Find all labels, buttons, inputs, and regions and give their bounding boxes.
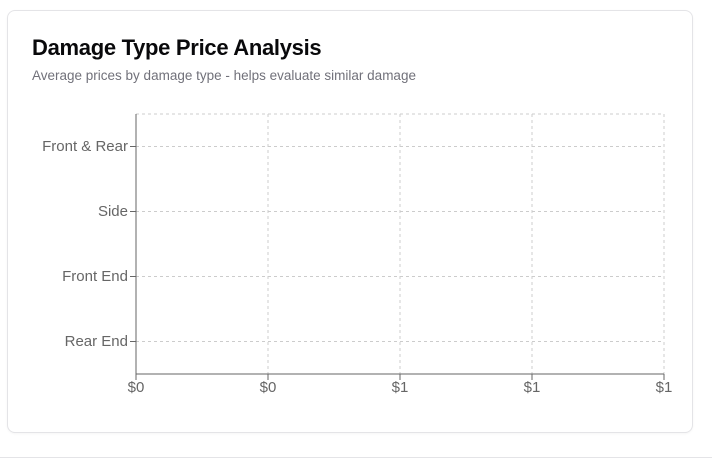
x-tick-label: $1 [392, 379, 409, 396]
x-tick-label: $1 [656, 379, 673, 396]
x-tick-label: $0 [128, 379, 145, 396]
x-tick-label: $1 [524, 379, 541, 396]
y-tick-label: Side [98, 203, 128, 220]
y-tick-label: Rear End [65, 333, 128, 350]
y-tick-label: Front & Rear [42, 138, 128, 155]
card-title: Damage Type Price Analysis [32, 35, 322, 60]
divider [0, 457, 712, 458]
chart-card: Damage Type Price Analysis Average price… [7, 10, 693, 433]
y-tick-label: Front End [62, 268, 128, 285]
card-subtitle: Average prices by damage type - helps ev… [32, 68, 416, 83]
x-tick-label: $0 [260, 379, 277, 396]
